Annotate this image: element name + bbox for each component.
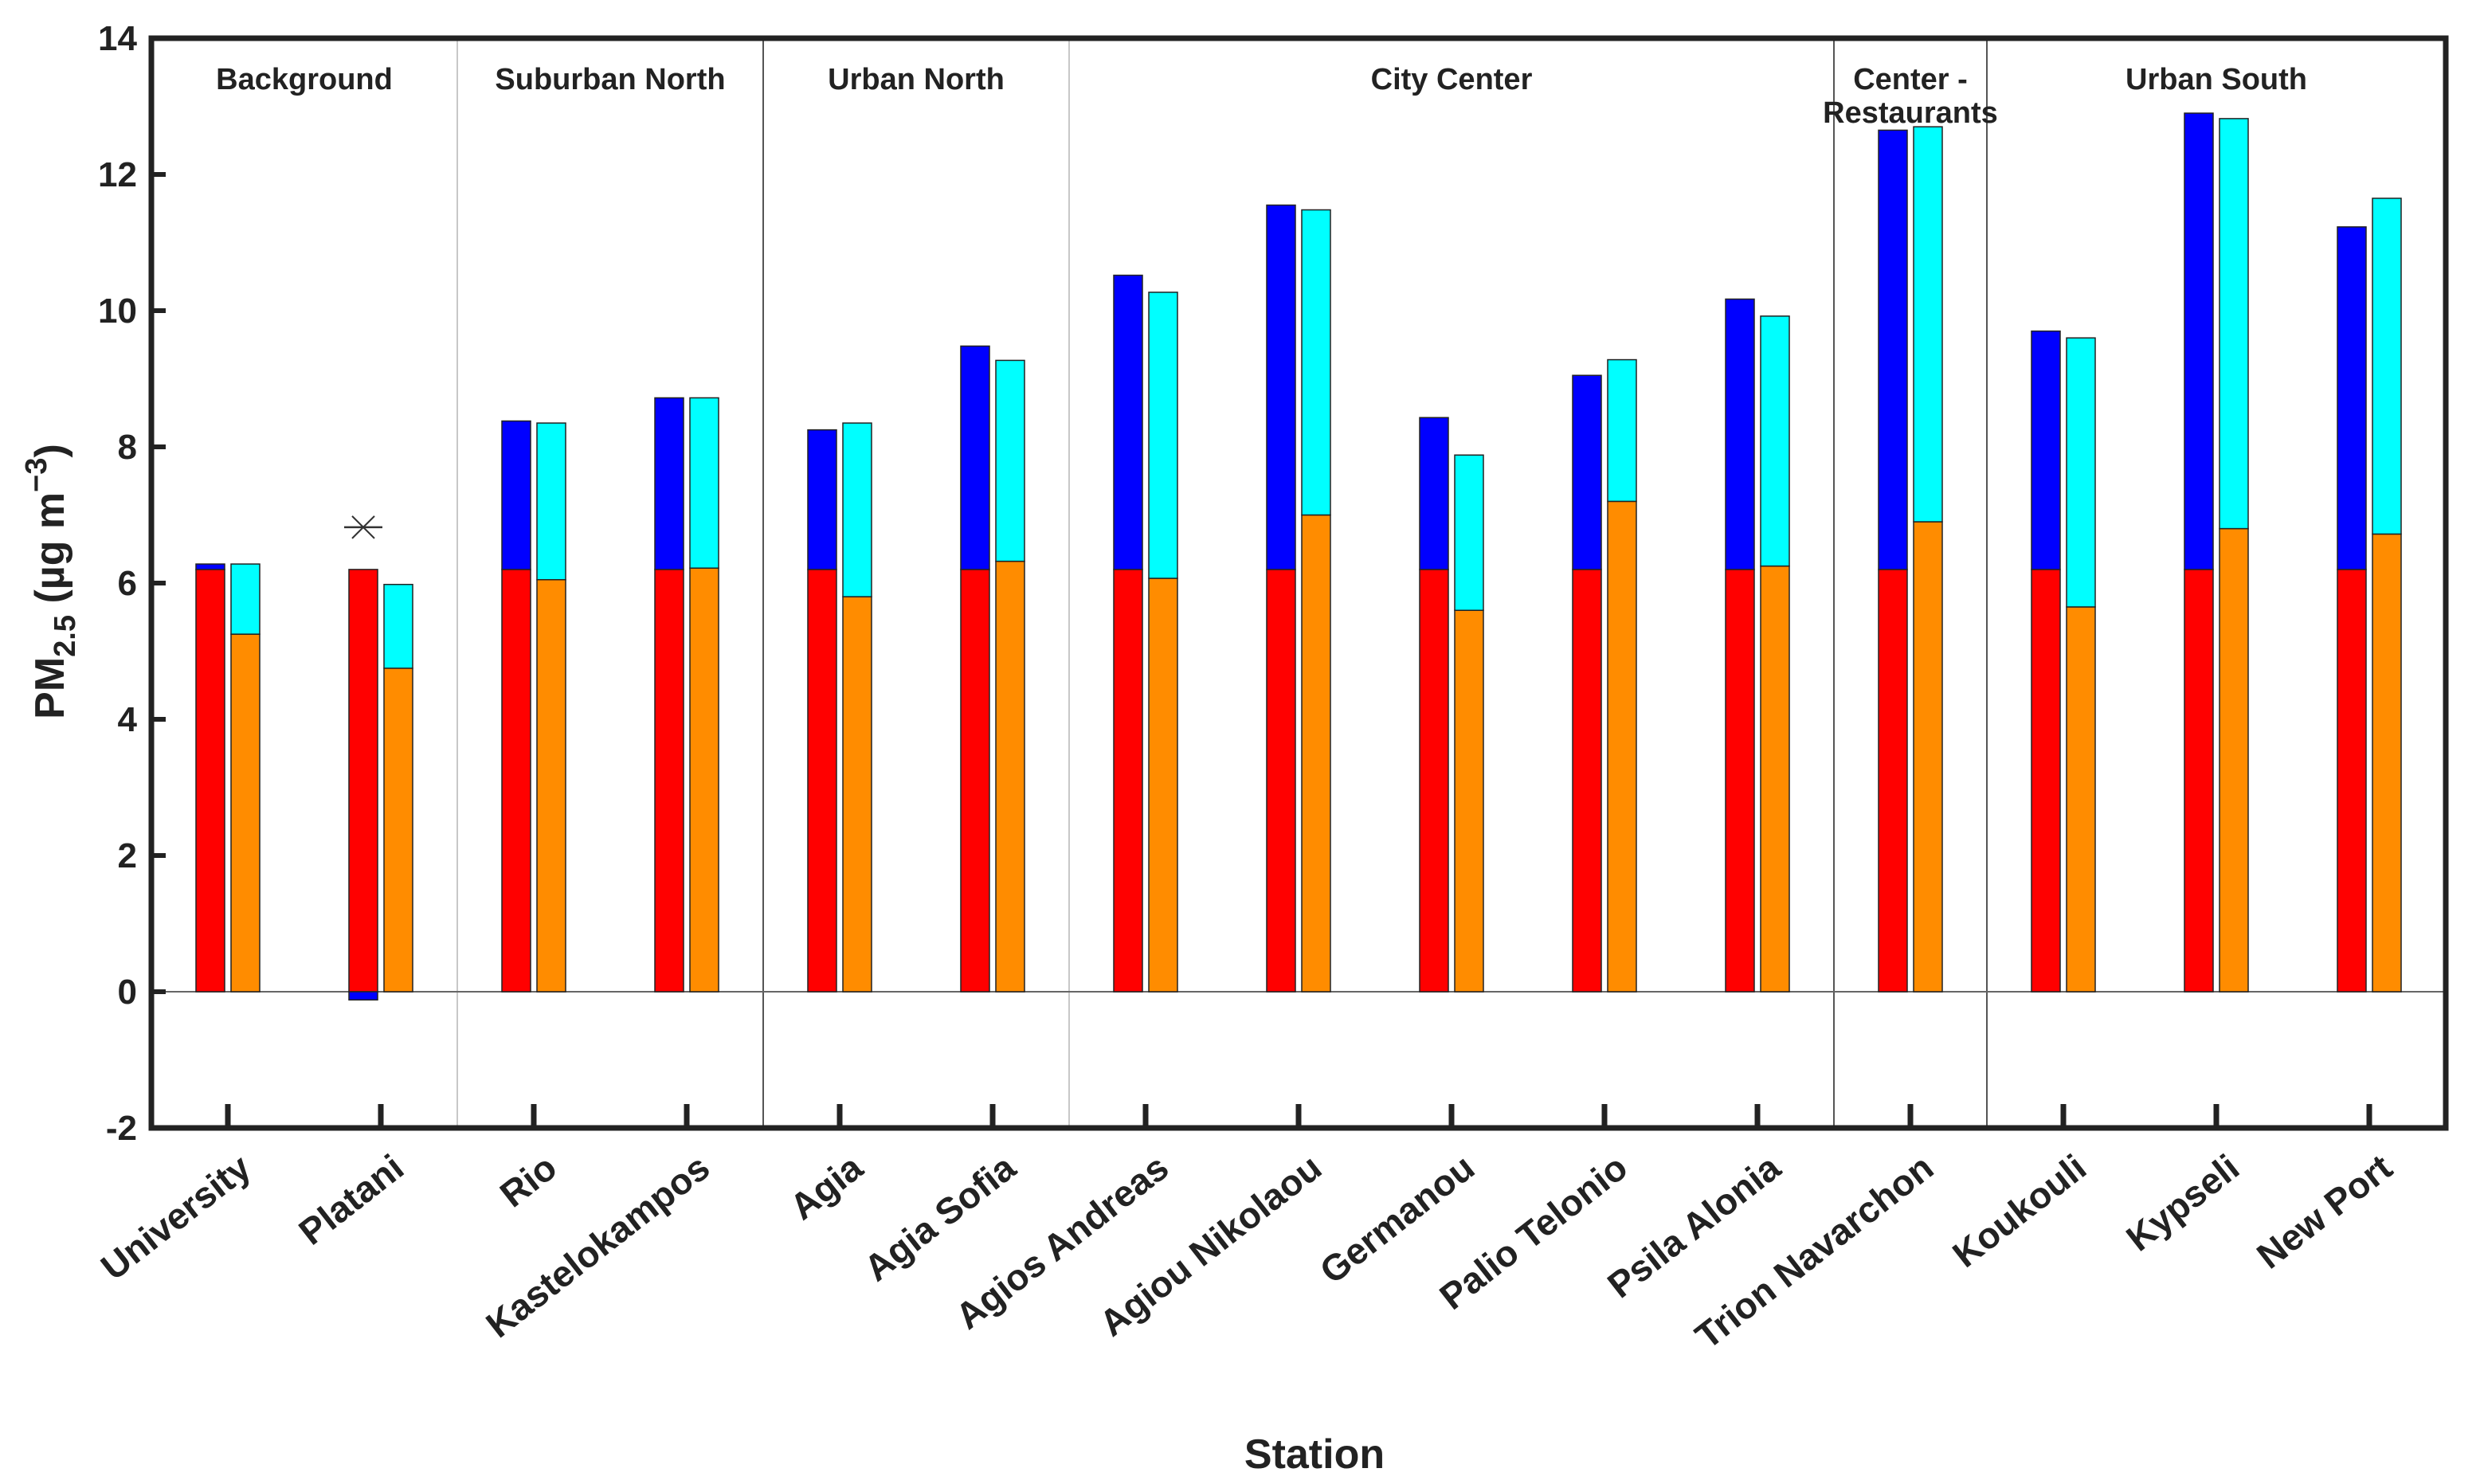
bar-left-increment [654,397,684,570]
bar-left-increment [195,563,225,570]
y-tick-label: 10 [98,292,137,331]
bar-right-increment [995,359,1025,562]
bar-right-base [2219,527,2249,993]
bar-right-base [842,596,872,993]
bar-left-increment [960,345,990,570]
bar-right-increment [2372,198,2402,535]
bar-right-base [689,567,719,993]
group-label: Suburban North [495,63,725,96]
bar-right-increment [230,563,261,635]
bar-left-increment [807,429,837,570]
y-tick-label: 12 [98,155,137,194]
markers [344,515,382,539]
bar-right-increment [1760,315,1790,567]
bar-right-base [1913,521,1943,993]
bar-right-base [1148,578,1178,993]
bar-right-increment [1301,209,1331,516]
bar-right-increment [536,422,566,581]
bar-left-base [654,569,684,993]
y-axis-title-unit: (µg m [27,492,73,615]
bar-right-increment [1454,454,1484,611]
bar-right-increment [1607,358,1637,503]
bar-right-base [1301,514,1331,993]
bar-right-increment [2066,337,2096,608]
group-dividers [456,38,1988,1128]
x-tick-label: Agia [782,1146,871,1228]
bar-left-increment [1572,374,1602,570]
bar-right-increment [1148,292,1178,579]
bar-left-base [195,569,225,993]
bar-left-base [1725,569,1755,993]
y-tick-label: 8 [118,428,137,467]
y-tick-label: 14 [98,19,137,58]
bar-right-base [2066,606,2096,993]
bar-right-base [230,633,261,993]
group-labels: Background Suburban North Urban North City … [216,63,2307,130]
group-label: Background [216,63,393,96]
bar-left-base [1266,569,1296,993]
bar-left-base [501,569,531,993]
bar-right-increment [1913,126,1943,523]
bar-left-increment [1266,204,1296,570]
bar-right-base [995,560,1025,993]
bar-left-base [348,569,378,993]
bar-right-base [2372,533,2402,993]
bar-right-base [383,668,413,993]
bar-left-base [1572,569,1602,993]
y-ticks: -2 0 2 4 6 8 10 12 14 [98,19,166,1148]
group-label: Center - [1853,63,1968,96]
bar-right-base [1760,565,1790,993]
y-tick-label: 4 [118,700,138,739]
bar-right-base [536,578,566,993]
bar-left-base [2337,569,2367,993]
y-tick-label: 2 [118,836,137,875]
bar-left-base [1419,569,1449,993]
bar-left-base [1113,569,1143,993]
group-label: Restaurants [1823,96,1998,130]
bar-right-increment [2219,118,2249,530]
x-tick-label: New Port [2249,1146,2400,1277]
bar-left-increment [1113,274,1143,570]
bar-right-base [1607,500,1637,993]
bar-right-increment [689,397,719,569]
marker-cross [351,515,375,539]
bars [195,112,2402,1001]
x-tick-label: Kypseli [2118,1146,2247,1259]
x-tick-label: Platani [291,1146,411,1253]
bar-left-increment [1878,129,1908,570]
bar-left-increment [2337,226,2367,570]
bar-left-increment [2184,112,2214,570]
group-label: City Center [1371,63,1533,96]
group-label: Urban South [2126,63,2307,96]
y-tick-label: 6 [118,564,137,603]
x-tick-label: Rio [492,1146,564,1216]
bar-left-base [2184,569,2214,993]
bar-left-increment [348,991,378,1001]
x-tick-label: Koukouli [1945,1146,2094,1275]
bar-left-base [807,569,837,993]
bar-left-base [2031,569,2061,993]
bar-left-increment [1419,417,1449,570]
bar-left-increment [1725,298,1755,570]
y-axis-title-sub: 2.5 [49,615,82,657]
y-axis-title-close: ) [27,444,73,457]
bar-left-increment [2031,330,2061,570]
x-axis-title: Station [1244,1431,1385,1478]
y-axis-title-sup: −3 [20,458,53,492]
bar-left-base [960,569,990,993]
group-label: Urban North [828,63,1005,96]
y-tick-label: -2 [106,1109,137,1148]
bar-right-increment [842,422,872,597]
bar-right-base [1454,609,1484,993]
x-tick-label: University [93,1146,259,1288]
y-tick-label: 0 [118,973,137,1012]
y-axis-title: PM2.5 (µg m−3) [20,444,82,719]
bar-left-base [1878,569,1908,993]
bar-right-increment [383,583,413,669]
y-axis-title-main: PM [27,657,73,719]
plot-frame [148,35,2449,1131]
bar-left-increment [501,420,531,570]
